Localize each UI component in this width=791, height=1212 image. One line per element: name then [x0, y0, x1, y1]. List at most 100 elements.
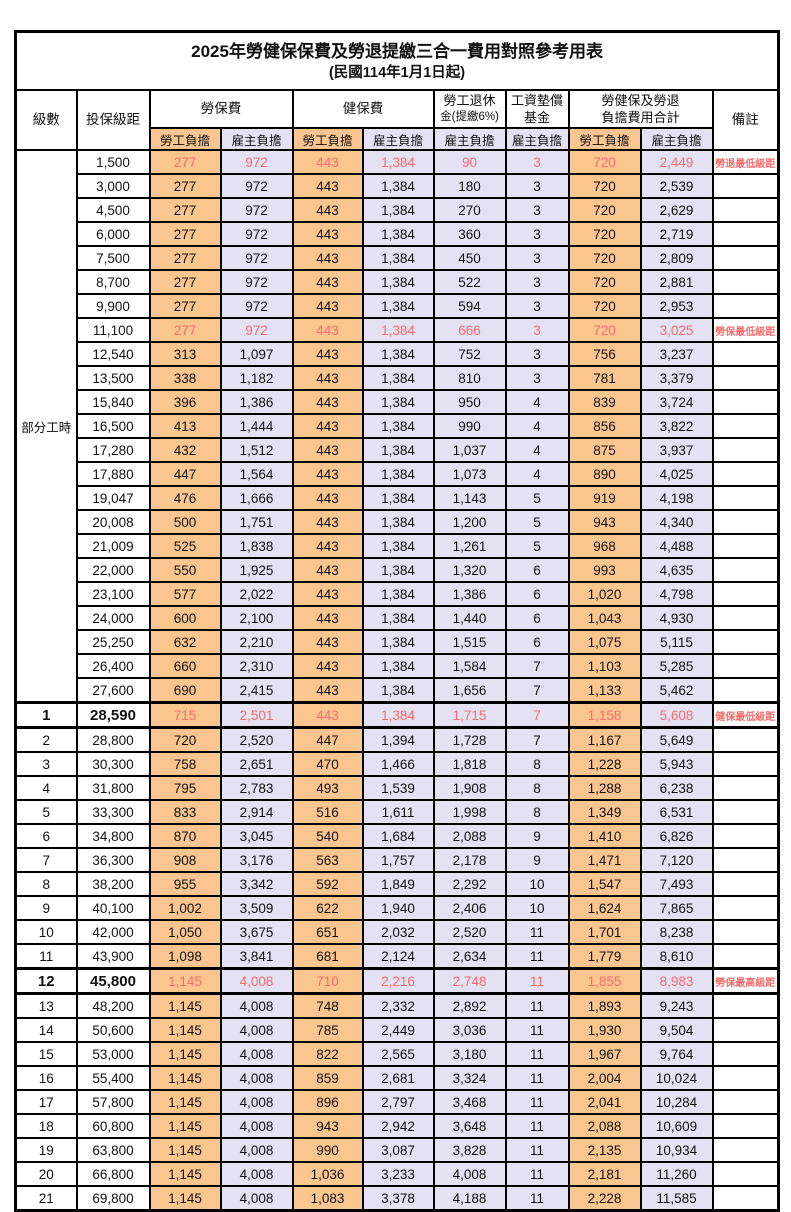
- bracket-cell: 42,000: [75, 919, 151, 945]
- table-row: 19 63,800 1,145 4,008 990 3,087 3,828 11 2,135 10…: [14, 1137, 780, 1163]
- table-row: 27,600 690 2,415 443 1,384 1,656 7 1,133 5,462: [16, 677, 780, 704]
- health-employee-cell: 443: [291, 293, 364, 319]
- pension-employer-cell: 1,320: [432, 557, 507, 583]
- labor-employer-cell: 2,651: [219, 751, 294, 777]
- total-employee-cell: 1,547: [567, 871, 642, 897]
- level-cell: 16: [14, 1065, 78, 1091]
- page-subtitle: (民國114年1月1日起): [328, 65, 466, 82]
- total-employee-cell: 720: [567, 293, 642, 319]
- header-wage-fund-line1: 工資墊償: [510, 93, 563, 108]
- note-cell: [711, 775, 780, 801]
- pension-employer-cell: 1,728: [432, 726, 507, 753]
- health-employee-cell: 592: [291, 871, 364, 897]
- table-row: 16,500 413 1,444 443 1,384 990 4 856 3,822: [16, 413, 780, 439]
- wage-fund-employer-cell: 3: [504, 365, 570, 391]
- health-employer-cell: 1,384: [361, 581, 435, 607]
- health-employee-cell: 443: [291, 701, 364, 729]
- health-employee-cell: 990: [291, 1137, 364, 1163]
- total-employee-cell: 1,930: [567, 1017, 642, 1043]
- health-employer-cell: 2,124: [361, 943, 435, 970]
- total-employer-cell: 4,635: [639, 557, 714, 583]
- header-total: 勞健保及勞退 負擔費用合計: [567, 89, 714, 129]
- pension-employer-cell: 1,200: [432, 509, 507, 535]
- health-employer-cell: 1,384: [361, 341, 435, 367]
- labor-employer-cell: 1,444: [219, 413, 294, 439]
- total-employee-cell: 993: [567, 557, 642, 583]
- health-employer-cell: 1,394: [361, 726, 435, 753]
- total-employer-cell: 5,649: [639, 726, 714, 753]
- health-employee-cell: 1,036: [291, 1161, 364, 1187]
- pension-employer-cell: 3,468: [432, 1089, 507, 1115]
- total-employer-cell: 5,285: [639, 653, 714, 679]
- table-body: 部分工時 1,500 277 972 443 1,384 90 3 720 2,449 勞退最低級距…: [14, 149, 780, 1212]
- subheader-total-employer: 雇主負擔: [639, 127, 714, 151]
- pension-employer-cell: 810: [432, 365, 507, 391]
- note-cell: [711, 221, 780, 247]
- labor-employee-cell: 338: [148, 365, 222, 391]
- labor-employee-cell: 313: [148, 341, 222, 367]
- total-employer-cell: 8,983: [639, 967, 714, 995]
- total-employer-cell: 11,260: [639, 1161, 714, 1187]
- total-employee-cell: 1,103: [567, 653, 642, 679]
- total-employee-cell: 856: [567, 413, 642, 439]
- total-employee-cell: 2,041: [567, 1089, 642, 1115]
- table-row: 17,880 447 1,564 443 1,384 1,073 4 890 4,025: [16, 461, 780, 487]
- note-cell: [711, 509, 780, 535]
- subheader-health-employer: 雇主負擔: [361, 127, 435, 151]
- note-cell: [711, 1113, 780, 1139]
- labor-employee-cell: 1,145: [148, 967, 222, 995]
- pension-employer-cell: 666: [432, 317, 507, 343]
- health-employer-cell: 1,384: [361, 437, 435, 463]
- health-employer-cell: 2,332: [361, 992, 435, 1019]
- labor-employer-cell: 4,008: [219, 1041, 294, 1067]
- header-pension-line2: 金(提繳6%): [440, 111, 499, 123]
- total-employee-cell: 943: [567, 509, 642, 535]
- note-cell: [711, 799, 780, 825]
- pension-employer-cell: 270: [432, 197, 507, 223]
- bracket-cell: 3,000: [75, 173, 151, 199]
- labor-employer-cell: 4,008: [219, 1113, 294, 1139]
- total-employer-cell: 4,488: [639, 533, 714, 559]
- bracket-cell: 34,800: [75, 823, 151, 849]
- health-employee-cell: 443: [291, 485, 364, 511]
- bracket-cell: 33,300: [75, 799, 151, 825]
- labor-employee-cell: 525: [148, 533, 222, 559]
- level-cell: 4: [14, 775, 78, 801]
- wage-fund-employer-cell: 11: [504, 967, 570, 995]
- pension-employer-cell: 3,036: [432, 1017, 507, 1043]
- wage-fund-employer-cell: 7: [504, 677, 570, 704]
- pension-employer-cell: 3,828: [432, 1137, 507, 1163]
- labor-employer-cell: 1,182: [219, 365, 294, 391]
- table-row: 15,840 396 1,386 443 1,384 950 4 839 3,724: [16, 389, 780, 415]
- table-row: 22,000 550 1,925 443 1,384 1,320 6 993 4,635: [16, 557, 780, 583]
- bracket-cell: 11,100: [75, 317, 151, 343]
- total-employee-cell: 1,410: [567, 823, 642, 849]
- pension-employer-cell: 1,818: [432, 751, 507, 777]
- table-row: 5 33,300 833 2,914 516 1,611 1,998 8 1,349 6,531: [14, 799, 780, 825]
- header-wage-fund-line2: 基金: [523, 110, 550, 125]
- note-cell: [711, 413, 780, 439]
- note-cell: [711, 992, 780, 1019]
- wage-fund-employer-cell: 11: [504, 1017, 570, 1043]
- labor-employee-cell: 660: [148, 653, 222, 679]
- labor-employer-cell: 2,520: [219, 726, 294, 753]
- labor-employer-cell: 4,008: [219, 967, 294, 995]
- header-group-row: 級數 投保級距 勞保費 健保費 勞工退休 金(提繳6%) 工資墊償 基金 勞健保…: [14, 89, 780, 151]
- labor-employee-cell: 447: [148, 461, 222, 487]
- labor-employee-cell: 577: [148, 581, 222, 607]
- table-row: 18 60,800 1,145 4,008 943 2,942 3,648 11 2,088 10…: [14, 1113, 780, 1139]
- health-employee-cell: 443: [291, 317, 364, 343]
- health-employee-cell: 896: [291, 1089, 364, 1115]
- subheader-labor-employee: 勞工負擔: [148, 127, 222, 151]
- wage-fund-employer-cell: 11: [504, 1089, 570, 1115]
- labor-employee-cell: 1,145: [148, 1137, 222, 1163]
- table-row: 21 69,800 1,145 4,008 1,083 3,378 4,188 11 2,228…: [14, 1185, 780, 1212]
- labor-employee-cell: 1,145: [148, 1161, 222, 1187]
- total-employee-cell: 1,020: [567, 581, 642, 607]
- pension-employer-cell: 1,386: [432, 581, 507, 607]
- total-employer-cell: 10,284: [639, 1089, 714, 1115]
- level-cell: 18: [14, 1113, 78, 1139]
- pension-employer-cell: 1,261: [432, 533, 507, 559]
- health-employer-cell: 1,384: [361, 485, 435, 511]
- health-employer-cell: 2,565: [361, 1041, 435, 1067]
